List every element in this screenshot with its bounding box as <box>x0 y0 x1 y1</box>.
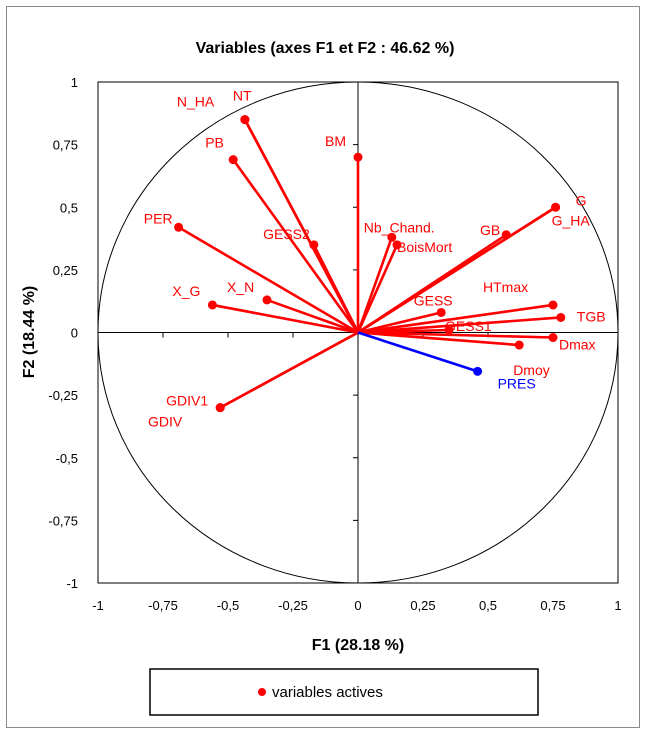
y-tick-label: -0,5 <box>56 451 78 466</box>
y-tick-label: 0,75 <box>53 138 78 153</box>
vector-line-tgb <box>357 316 561 334</box>
x-axis-label: F1 (28.18 %) <box>312 637 404 654</box>
y-axis-label: F2 (18.44 %) <box>21 286 38 378</box>
point-label-gb: GB <box>480 222 500 238</box>
point-label-bm: BM <box>325 133 346 149</box>
point-label-gdiv1: GDIV1 <box>166 393 208 409</box>
point-label-gess1: GESS1 <box>445 318 492 334</box>
point-label-htmax: HTmax <box>483 279 528 295</box>
y-tick-label: -0,25 <box>48 388 78 403</box>
point-label-nb_chand.: Nb_Chand. <box>364 219 435 235</box>
point-label-dmax: Dmax <box>559 337 596 353</box>
point-pres <box>473 366 483 376</box>
point-tgb <box>556 312 566 322</box>
y-tick-label: 1 <box>71 75 78 90</box>
point-gess1 <box>444 325 454 335</box>
point-gess <box>436 307 446 317</box>
y-tick-label: -1 <box>66 576 78 591</box>
point-dmax <box>548 333 558 343</box>
point-label-gdiv: GDIV <box>148 414 183 430</box>
point-label-pres: PRES <box>498 375 536 391</box>
point-x_n <box>262 295 272 305</box>
vector-line-x_n <box>266 298 359 334</box>
point-htmax <box>548 300 558 310</box>
point-nt <box>240 115 250 125</box>
vector-line-x_g <box>212 303 359 334</box>
y-tick-label: 0,5 <box>60 200 78 215</box>
x-tick-label: 0,75 <box>540 598 565 613</box>
x-tick-label: 0,25 <box>410 598 435 613</box>
vector-line-pb <box>232 158 360 334</box>
x-tick-label: -0,75 <box>148 598 178 613</box>
vector-line-dmax <box>357 331 554 339</box>
x-tick-label: 1 <box>614 598 621 613</box>
legend: variables actives <box>149 668 539 716</box>
vector-line-pres <box>357 331 479 373</box>
vector-line-htmax <box>357 303 554 334</box>
vector-line-dmoy <box>357 331 520 347</box>
point-label-gess2: GESS2 <box>263 226 310 242</box>
point-label-gess: GESS <box>414 292 453 308</box>
x-tick-label: 0,5 <box>479 598 497 613</box>
x-tick-label: -1 <box>92 598 104 613</box>
point-label-tgb: TGB <box>577 308 606 324</box>
chart-frame <box>6 6 640 728</box>
point-label-g: G <box>576 192 587 208</box>
point-label-pb: PB <box>205 135 224 151</box>
legend-label: variables actives <box>272 684 383 701</box>
y-tick-label: 0 <box>71 326 78 341</box>
vector-line-nb_chand. <box>356 236 394 333</box>
chart-title: Variables (axes F1 et F2 : 46.62 %) <box>196 40 455 57</box>
point-label-n_ha: N_HA <box>177 94 215 110</box>
point-nb_chand. <box>387 232 397 242</box>
legend-marker <box>258 688 266 696</box>
vector-line-g_ha <box>357 206 557 334</box>
x-tick-label: 0 <box>354 598 361 613</box>
vector-line-boismort <box>356 244 399 334</box>
point-g_ha <box>551 202 561 212</box>
point-dmoy <box>514 340 524 350</box>
point-gess2 <box>309 240 319 250</box>
point-label-x_n: X_N <box>227 279 254 295</box>
point-gdiv <box>215 403 225 413</box>
x-tick-label: -0,5 <box>217 598 239 613</box>
point-pb <box>228 155 238 165</box>
point-label-nt: NT <box>233 88 252 104</box>
point-label-dmoy: Dmoy <box>513 362 550 378</box>
y-tick-label: 0,25 <box>53 263 78 278</box>
vector-line-gess <box>357 311 442 334</box>
y-tick-label: -0,75 <box>48 513 78 528</box>
point-label-boismort: BoisMort <box>397 239 452 255</box>
vector-line-gdiv <box>219 331 359 409</box>
legend-box <box>149 668 539 716</box>
plot-area: -1 -0,75 -0,5 -0,25 0 0,25 0,5 0,75 1 1 0,75 0,5 0,2… <box>48 75 621 613</box>
point-bm <box>353 152 363 162</box>
point-boismort <box>392 240 402 250</box>
point-label-x_g: X_G <box>172 283 200 299</box>
point-label-g_ha: G_HA <box>552 212 591 228</box>
vector-line-per <box>177 226 359 334</box>
point-x_g <box>207 300 217 310</box>
vector-line-gess2 <box>312 244 360 334</box>
point-per <box>174 222 184 232</box>
point-label-per: PER <box>144 210 173 226</box>
x-tick-label: -0,25 <box>278 598 308 613</box>
